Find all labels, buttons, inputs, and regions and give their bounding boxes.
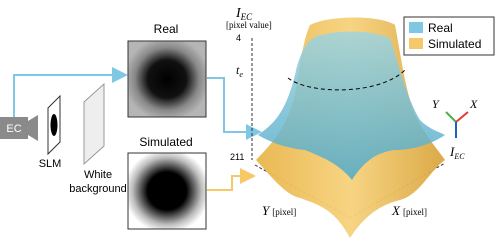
slm-label: SLM — [39, 158, 62, 170]
legend-label: Real — [428, 21, 453, 35]
triad-z-symbol: I — [449, 144, 455, 159]
tick-label: 211 — [230, 152, 244, 162]
x-axis-symbol: X — [391, 203, 401, 218]
y-axis-unit: [pixel] — [272, 207, 296, 217]
z-axis-subscript: EC — [240, 12, 253, 22]
triad-z-subscript: EC — [453, 152, 465, 161]
surface-plot — [251, 17, 446, 238]
legend-label: Simulated — [428, 37, 481, 51]
background-label: White — [84, 169, 112, 181]
camera-label: EC — [6, 123, 21, 135]
y-axis-label: Y [pixel] — [262, 203, 296, 218]
tick-label: 4 — [236, 33, 241, 43]
image-title: Real — [154, 22, 179, 36]
white-background: White background — [69, 82, 127, 195]
z-axis-label: IEC — [235, 6, 253, 22]
arrow — [207, 77, 262, 140]
y-axis-symbol: Y — [262, 203, 271, 218]
legend-swatch — [409, 22, 423, 33]
threshold-subscript: e — [239, 70, 243, 79]
triad-y: Y — [432, 97, 440, 111]
threshold-label: te — [236, 63, 243, 79]
triad-z: IEC — [449, 144, 465, 161]
x-axis-label: X [pixel] — [391, 203, 427, 218]
real-image — [127, 40, 207, 118]
legend: Real Simulated — [403, 16, 495, 56]
slm: SLM — [39, 94, 62, 170]
z-axis-symbol: I — [235, 6, 242, 21]
legend-swatch — [409, 38, 423, 49]
arrow — [207, 168, 256, 191]
x-axis-unit: [pixel] — [403, 207, 427, 217]
simulated-image — [127, 152, 207, 230]
axis-triad: Y X IEC — [432, 97, 478, 161]
background-label: background — [69, 183, 127, 195]
camera: EC — [0, 115, 38, 141]
triad-x: X — [469, 97, 478, 111]
image-title: Simulated — [139, 135, 192, 149]
arrow — [13, 67, 128, 117]
threshold-symbol: t — [236, 63, 240, 77]
z-axis-unit: [pixel value] — [226, 20, 272, 30]
